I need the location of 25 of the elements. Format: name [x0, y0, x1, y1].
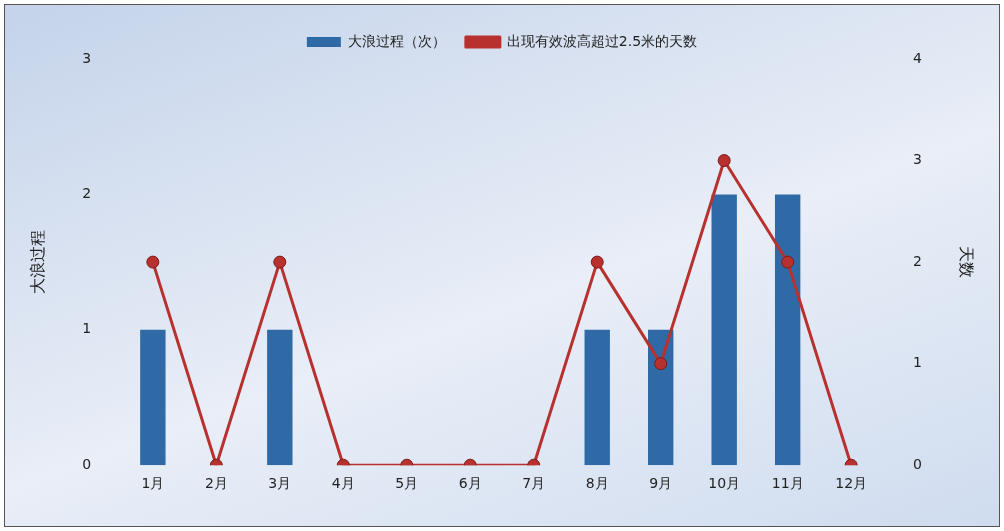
y2-tick-label: 2 [912, 252, 922, 269]
y2-tick-label: 0 [912, 455, 922, 472]
y-tick-label: 2 [82, 185, 92, 202]
x-tick-label: 2月 [204, 475, 228, 492]
x-tick-label: 4月 [331, 475, 355, 492]
y2-tick-label: 1 [912, 354, 922, 371]
x-tick-label: 9月 [649, 475, 673, 492]
legend-label: 出现有效波高超过2.5米的天数 [506, 32, 698, 49]
x-tick-label: 5月 [395, 475, 419, 492]
legend-label: 大浪过程（次） [347, 32, 446, 49]
x-tick-label: 3月 [268, 475, 292, 492]
x-tick-label: 12月 [835, 475, 868, 492]
x-tick-label: 6月 [458, 475, 482, 492]
x-tick-label: 10月 [708, 475, 741, 492]
y2-tick-label: 3 [912, 151, 922, 168]
x-tick-label: 1月 [141, 475, 165, 492]
y-tick-label: 3 [82, 49, 92, 66]
y-tick-label: 0 [82, 455, 92, 472]
y2-tick-label: 4 [912, 49, 922, 66]
y-tick-label: 1 [82, 320, 92, 337]
y-axis-title: 大浪过程 [27, 230, 47, 295]
x-tick-label: 11月 [771, 475, 804, 492]
x-tick-label: 8月 [585, 475, 609, 492]
x-tick-label: 7月 [522, 475, 546, 492]
y2-axis-title: 天数 [957, 246, 977, 279]
